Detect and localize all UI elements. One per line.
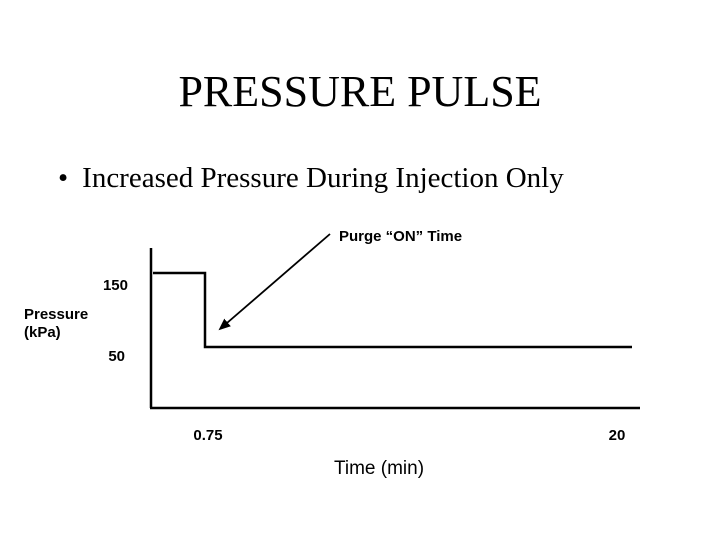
purge-annotation-label: Purge “ON” Time xyxy=(339,228,462,245)
bullet-item: • Increased Pressure During Injection Onl… xyxy=(58,162,564,195)
x-tick-label: 0.75 xyxy=(193,427,222,444)
y-axis-label-line: (kPa) xyxy=(24,324,61,341)
y-tick-label: 150 xyxy=(103,277,128,294)
slide-title: PRESSURE PULSE xyxy=(178,67,542,116)
y-axis-label-line: Pressure xyxy=(24,306,88,323)
bullet-text: Increased Pressure During Injection Only xyxy=(82,162,564,194)
series-line xyxy=(153,271,632,349)
purge-annotation-arrow xyxy=(218,233,331,331)
x-tick-label: 20 xyxy=(609,427,626,444)
y-tick-label: 50 xyxy=(108,348,125,365)
x-axis-label: Time (min) xyxy=(334,458,424,479)
bullet-marker: • xyxy=(58,162,69,194)
